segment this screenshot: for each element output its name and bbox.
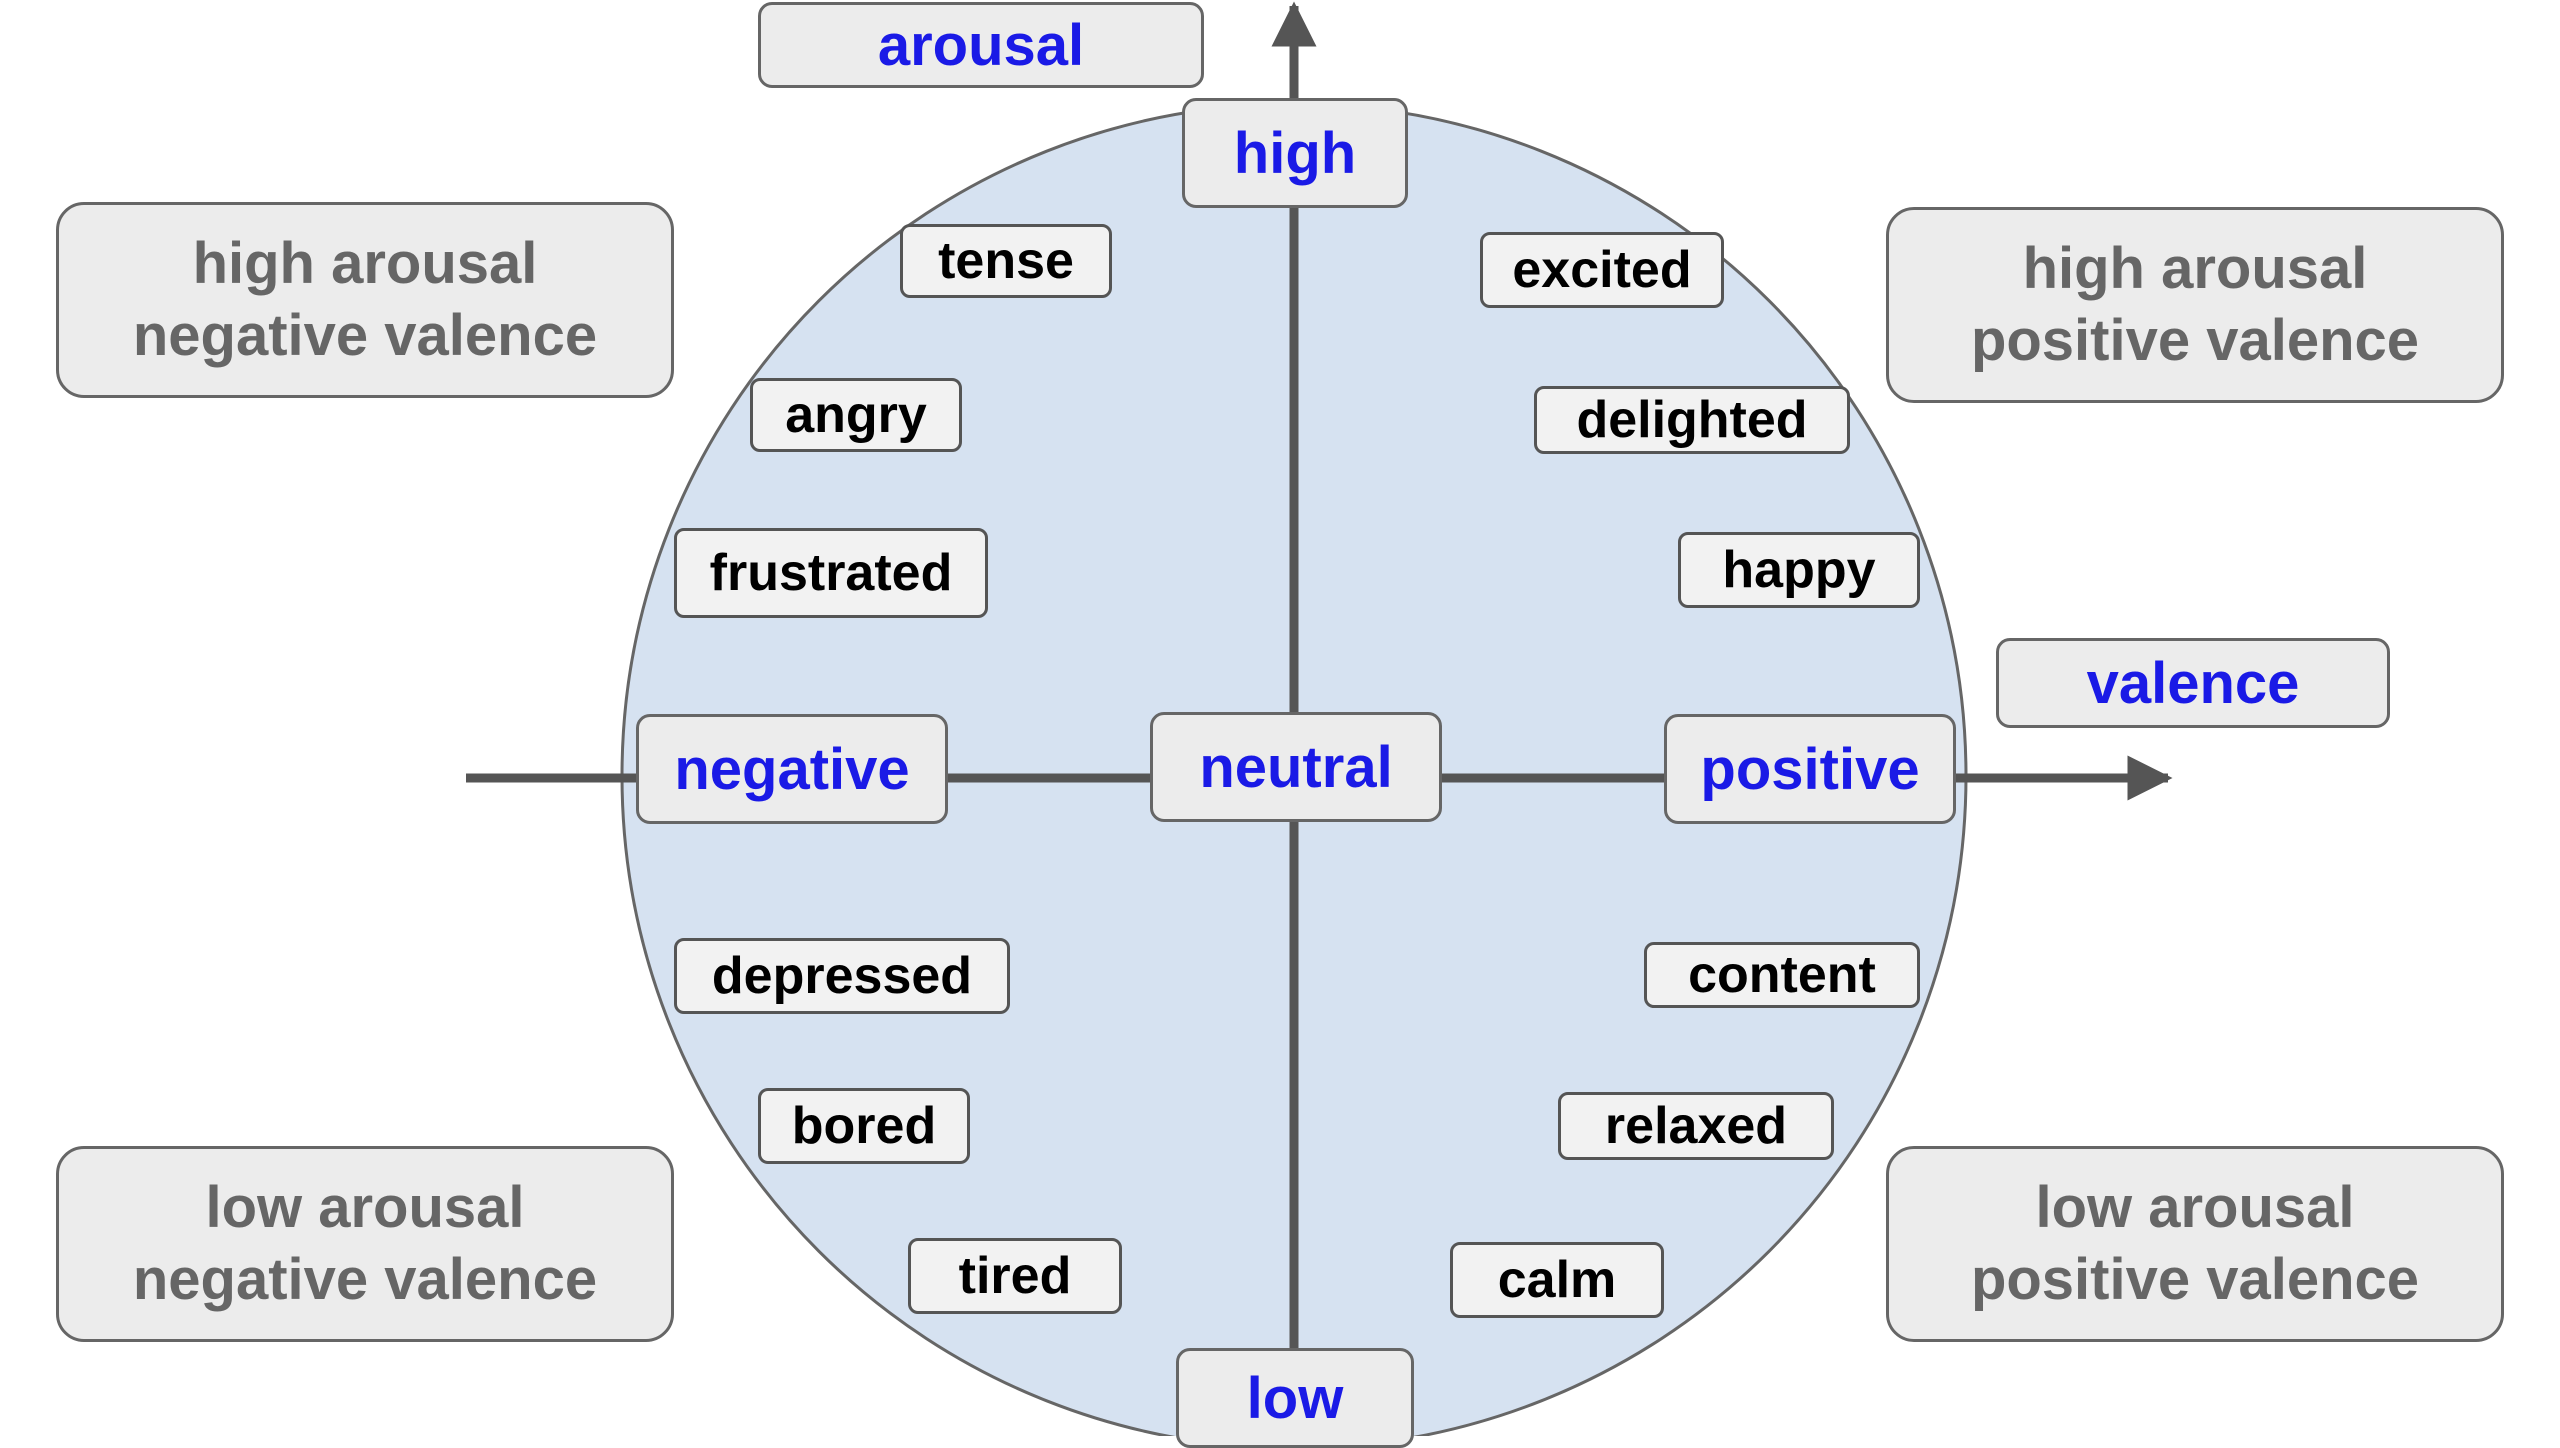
emotion-relaxed: relaxed [1558,1092,1834,1160]
quadrant-label-line: low arousal [2035,1175,2355,1240]
negative-pole-label: negative [636,714,948,824]
quadrant-label-high-arousal-negative-valence: high arousal negative valence [56,202,674,398]
emotion-content: content [1644,942,1920,1008]
neutral-label: neutral [1150,712,1442,822]
emotion-excited: excited [1480,232,1724,308]
quadrant-label-line: high arousal [192,231,538,296]
arousal-axis-label: arousal [758,2,1204,88]
quadrant-label-line: low arousal [205,1175,525,1240]
emotion-calm: calm [1450,1242,1664,1318]
quadrant-label-line: positive valence [1970,1247,2420,1312]
quadrant-label-low-arousal-positive-valence: low arousal positive valence [1886,1146,2504,1342]
emotion-angry: angry [750,378,962,452]
low-pole-label: low [1176,1348,1414,1448]
valence-axis-label: valence [1996,638,2390,728]
emotion-tense: tense [900,224,1112,298]
emotion-frustrated: frustrated [674,528,988,618]
emotion-happy: happy [1678,532,1920,608]
emotion-delighted: delighted [1534,386,1850,454]
quadrant-label-low-arousal-negative-valence: low arousal negative valence [56,1146,674,1342]
positive-pole-label: positive [1664,714,1956,824]
quadrant-label-line: positive valence [1970,308,2420,373]
emotion-bored: bored [758,1088,970,1164]
quadrant-label-high-arousal-positive-valence: high arousal positive valence [1886,207,2504,403]
quadrant-label-line: negative valence [132,303,598,368]
high-pole-label: high [1182,98,1408,208]
quadrant-label-line: high arousal [2022,236,2368,301]
emotion-tired: tired [908,1238,1122,1314]
emotion-depressed: depressed [674,938,1010,1014]
quadrant-label-line: negative valence [132,1247,598,1312]
